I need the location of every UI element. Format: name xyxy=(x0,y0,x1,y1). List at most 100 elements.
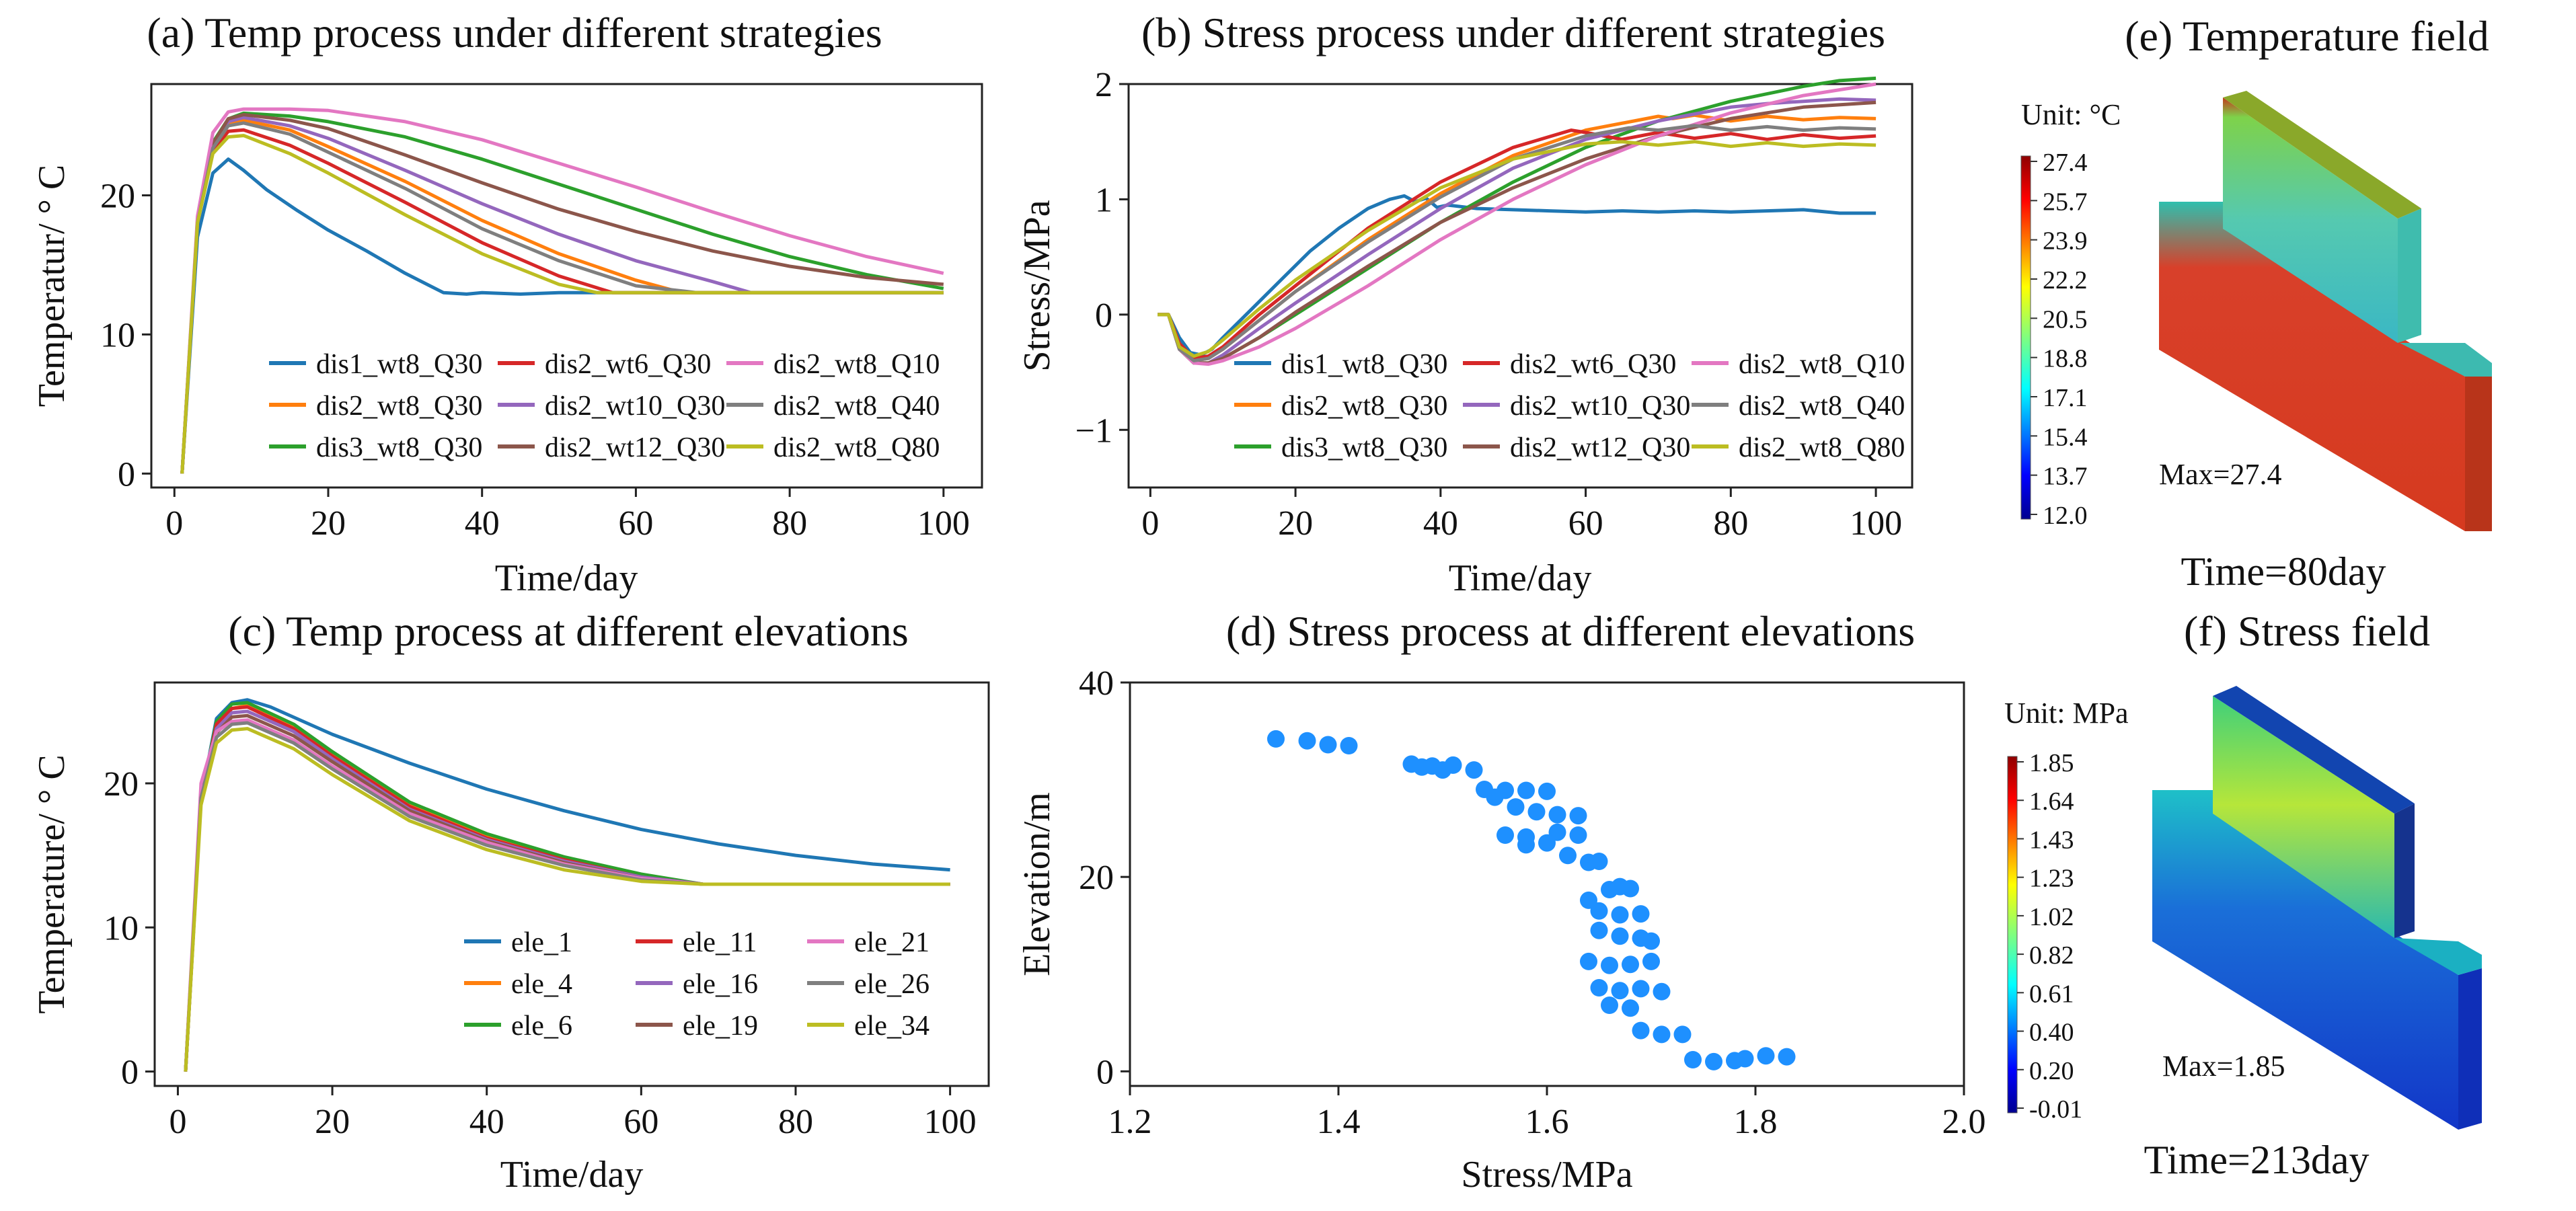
panel-c-title: (c) Temp process at different elevations xyxy=(228,607,908,655)
panel-f-wall-top xyxy=(2213,686,2415,814)
y-tick-label: 2 xyxy=(1095,66,1112,104)
scatter-point xyxy=(1538,782,1556,800)
scatter-point xyxy=(1632,980,1650,998)
scatter-point xyxy=(1642,932,1660,950)
x-tick-label: 40 xyxy=(1423,504,1458,543)
panel-d-title: (d) Stress process at different elevatio… xyxy=(1226,607,1915,655)
scatter-point xyxy=(1705,1052,1722,1070)
x-tick-label: 60 xyxy=(618,504,653,543)
colorbar-tick-label: 0.20 xyxy=(2029,1057,2074,1085)
x-tick-label: 2.0 xyxy=(1942,1103,1986,1141)
x-tick-label: 100 xyxy=(1850,504,1902,543)
scatter-point xyxy=(1298,732,1316,750)
panel-c-frame xyxy=(153,681,990,1087)
panel-a-ylabel: Temperatur/ ° C xyxy=(31,165,73,407)
series-line-dis2_wt8_Q80 xyxy=(180,134,944,474)
series-line-dis3_wt8_Q30 xyxy=(1158,76,1877,365)
x-tick-label: 80 xyxy=(778,1103,813,1141)
colorbar-tick-label: 1.23 xyxy=(2029,865,2074,893)
panel-b-ylabel: Stress/MPa xyxy=(1016,200,1058,371)
x-tick-label: 60 xyxy=(623,1103,658,1141)
panel-e-wall-front xyxy=(2223,97,2398,343)
colorbar-tick-label: 18.8 xyxy=(2043,345,2088,373)
panel-f-colorbar-ticks: 1.85 1.64 1.43 1.23 1.02 0.82 0.61 0.40 0.20 -0.0… xyxy=(2017,749,2082,1124)
panel-e-wall-top xyxy=(2223,91,2421,219)
panel-b-plot: 0 20 40 60 80 100 −1 0 1 2 dis1_wt8_Q30 dis2_wt8_Q3… xyxy=(1075,66,1905,543)
y-tick-label: 0 xyxy=(121,1054,139,1092)
colorbar-tick-label: 12.0 xyxy=(2043,502,2088,530)
panel-c-xlabel: Time/day xyxy=(500,1154,644,1196)
colorbar-tick-label: 13.7 xyxy=(2043,463,2088,491)
scatter-point xyxy=(1622,955,1639,974)
scatter-point xyxy=(1684,1051,1702,1068)
panel-b-frame xyxy=(1127,83,1914,489)
legend-label: ele_26 xyxy=(854,969,930,1000)
panel-d: (d) Stress process at different elevatio… xyxy=(1016,607,1986,1196)
scatter-point xyxy=(1601,997,1618,1014)
scatter-point xyxy=(1497,826,1514,844)
colorbar-tick-label: 20.5 xyxy=(2043,305,2088,334)
y-tick-label: 0 xyxy=(1096,1053,1114,1091)
scatter-point xyxy=(1559,847,1577,865)
scatter-point xyxy=(1590,853,1608,870)
scatter-point xyxy=(1642,952,1660,970)
legend-label: dis2_wt12_Q30 xyxy=(1510,432,1690,463)
panel-f-colorbar xyxy=(2007,756,2018,1114)
y-tick-label: 0 xyxy=(118,455,135,494)
panel-b-xlabel: Time/day xyxy=(1449,557,1592,599)
x-tick-label: 80 xyxy=(772,504,807,543)
legend-label: dis1_wt8_Q30 xyxy=(1281,349,1447,380)
x-tick-label: 1.4 xyxy=(1317,1103,1361,1141)
y-tick-label: −1 xyxy=(1075,412,1112,450)
series-line-dis2_wt8_Q40 xyxy=(1158,124,1877,362)
legend-label: dis2_wt8_Q40 xyxy=(773,391,940,422)
legend-label: dis3_wt8_Q30 xyxy=(316,432,482,463)
panel-e-wall-side xyxy=(2398,208,2421,343)
legend-label: dis2_wt8_Q40 xyxy=(1739,391,1905,422)
scatter-point xyxy=(1267,730,1285,748)
scatter-point xyxy=(1569,826,1587,844)
panel-f-wall-front xyxy=(2213,696,2394,938)
legend-label: dis1_wt8_Q30 xyxy=(316,349,482,380)
colorbar-tick-label: 17.1 xyxy=(2043,384,2088,412)
x-tick-label: 20 xyxy=(1278,504,1313,543)
panel-e-unit: Unit: °C xyxy=(2021,98,2121,131)
legend-label: dis2_wt10_Q30 xyxy=(545,391,725,422)
x-tick-label: 0 xyxy=(1141,504,1159,543)
series-line-dis2_wt8_Q80 xyxy=(1158,140,1877,358)
scatter-point xyxy=(1590,979,1608,997)
panel-f: (f) Stress field Unit: MPa 1.851.641.431… xyxy=(2004,607,2482,1182)
panel-e-title: (e) Temperature field xyxy=(2125,12,2489,60)
scatter-point xyxy=(1527,803,1546,821)
y-tick-label: 10 xyxy=(100,316,135,354)
scatter-point xyxy=(1319,736,1337,754)
panel-f-block xyxy=(2152,686,2482,1130)
panel-e-max: Max=27.4 xyxy=(2159,458,2281,491)
legend-label: dis2_wt8_Q10 xyxy=(773,349,940,380)
panel-f-base-front xyxy=(2152,790,2458,1130)
y-tick-label: 10 xyxy=(104,909,139,947)
panel-f-max: Max=1.85 xyxy=(2162,1050,2285,1083)
series-line-dis2_wt8_Q10 xyxy=(180,107,944,474)
legend-label: ele_6 xyxy=(511,1011,572,1042)
scatter-point xyxy=(1517,781,1535,799)
panel-f-base-right xyxy=(2458,968,2482,1130)
panel-a-title: (a) Temp process under different strateg… xyxy=(147,9,882,56)
x-tick-label: 80 xyxy=(1713,504,1748,543)
scatter-point xyxy=(1736,1050,1754,1068)
scatter-point xyxy=(1632,1021,1650,1040)
panel-a-xlabel: Time/day xyxy=(495,557,638,599)
x-tick-label: 20 xyxy=(315,1103,350,1141)
colorbar-tick-label: 0.82 xyxy=(2029,941,2074,970)
scatter-point xyxy=(1465,761,1483,779)
series-line-dis2_wt6_Q30 xyxy=(1158,128,1877,360)
panel-a: (a) Temp process under different strateg… xyxy=(31,9,983,599)
panel-f-wall-side xyxy=(2394,804,2415,938)
panel-f-unit: Unit: MPa xyxy=(2004,697,2129,730)
panel-a-plot: 0 20 40 60 80 100 0 10 20 dis1_wt8_Q30 dis2_wt8_Q3… xyxy=(100,107,970,543)
panel-b: (b) Stress process under different strat… xyxy=(1016,9,1914,599)
scatter-point xyxy=(1601,956,1618,974)
legend-label: ele_19 xyxy=(683,1011,758,1042)
colorbar-tick-label: 1.02 xyxy=(2029,903,2074,931)
